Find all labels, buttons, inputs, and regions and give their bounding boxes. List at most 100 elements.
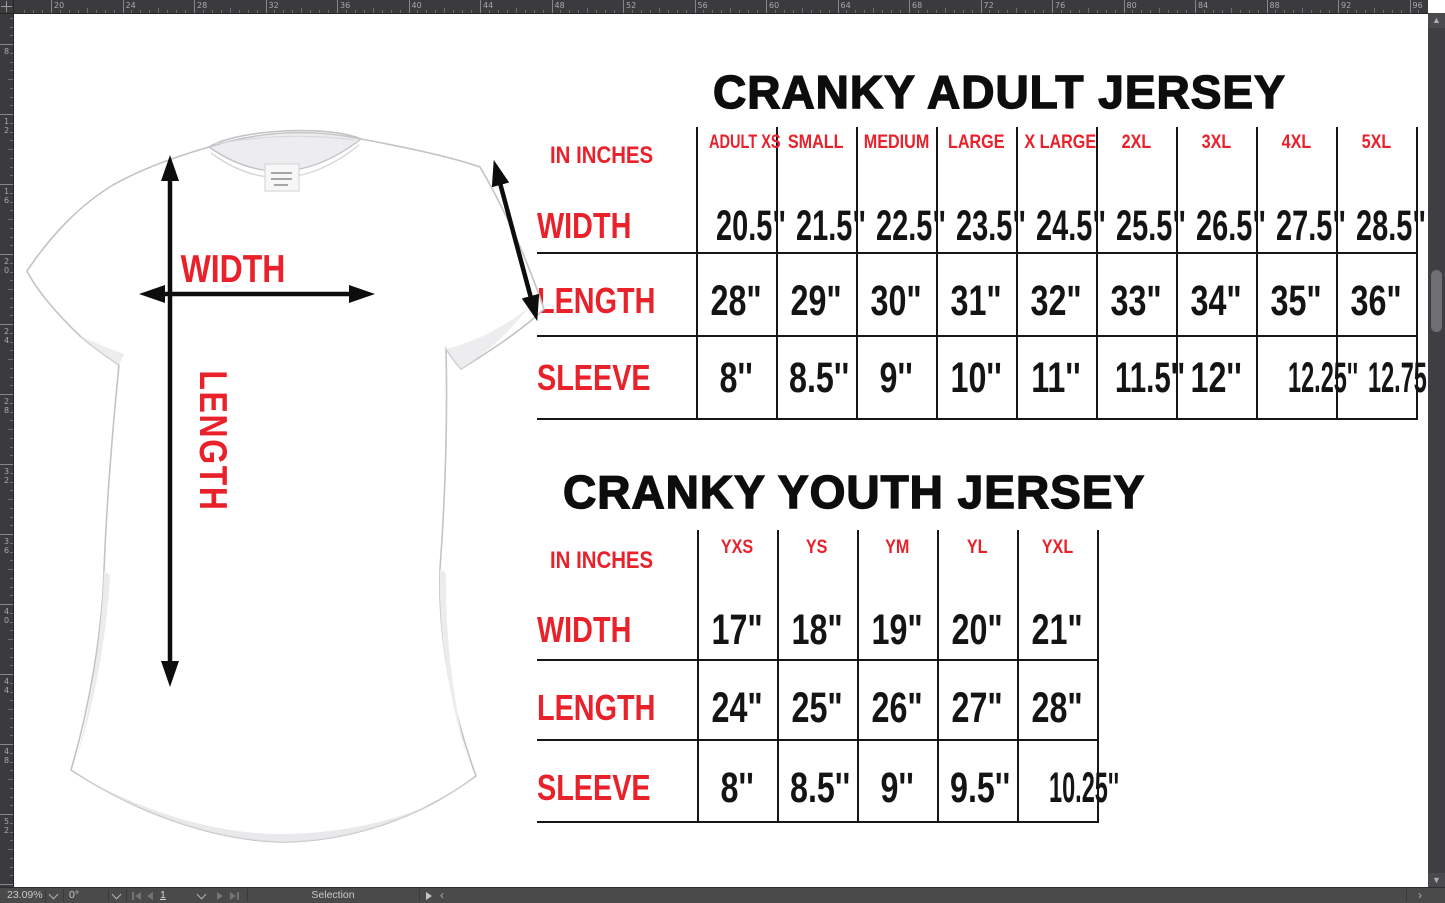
ruler-tick — [0, 604, 13, 605]
adult-column-header: LARGE — [947, 132, 1005, 153]
ruler-tick-label: 3 2 — [3, 467, 10, 485]
ruler-tick — [10, 446, 13, 448]
adult-table-vline — [1256, 127, 1258, 420]
vertical-scrollbar[interactable]: ▲ ▼ — [1428, 13, 1445, 888]
ruler-tick — [372, 8, 374, 13]
ruler-tick — [1373, 8, 1375, 13]
ruler-tick — [220, 10, 222, 13]
rotation-value[interactable]: 0° — [69, 889, 80, 901]
page-dropdown[interactable] — [196, 888, 210, 903]
page-number-field[interactable]: 1 — [160, 889, 166, 901]
ruler-origin-box[interactable] — [0, 0, 14, 14]
youth-table-vline — [1017, 530, 1019, 823]
ruler-tick — [229, 8, 231, 13]
ruler-tick — [989, 10, 991, 13]
scroll-up-button[interactable]: ▲ — [1428, 13, 1445, 28]
ruler-tick — [721, 10, 723, 13]
youth-row-label: SLEEVE — [537, 767, 651, 808]
adult-size-cell: 12.75'' — [1368, 354, 1439, 402]
ruler-tick — [10, 866, 13, 868]
ruler-tick-label: 60 — [769, 1, 780, 10]
ruler-tick — [1168, 10, 1170, 13]
ruler-tick — [1195, 0, 1196, 13]
ruler-tick — [739, 10, 741, 13]
vertical-ruler[interactable]: 8 1 2 1 6 2 0 2 4 2 8 3 2 3 6 4 0 4 4 4 8 5 2 — [0, 13, 14, 888]
ruler-tick — [10, 455, 13, 457]
youth-table-vline — [937, 530, 939, 823]
youth-table-vline — [697, 530, 699, 823]
ruler-tick-label: 8 — [3, 47, 10, 56]
ruler-tick-label: 56 — [697, 1, 708, 10]
first-page-button[interactable] — [132, 888, 144, 903]
ruler-tick — [10, 52, 13, 54]
ruler-tick — [51, 0, 52, 13]
youth-size-cell: 8.5'' — [790, 764, 851, 812]
adult-unit-label: IN INCHES — [550, 142, 654, 169]
ruler-tick — [10, 840, 13, 842]
scrollbar-thumb[interactable] — [1431, 270, 1442, 332]
youth-size-cell: 9.5'' — [950, 764, 1011, 812]
adult-size-cell: 34" — [1190, 277, 1242, 325]
ruler-tick — [792, 10, 794, 13]
youth-table-vline — [777, 530, 779, 823]
adult-table-vline — [776, 127, 778, 420]
adult-size-cell: 33" — [1110, 277, 1162, 325]
youth-unit-label: IN INCHES — [550, 547, 654, 574]
ruler-tick-label: 76 — [1055, 1, 1066, 10]
ruler-tick — [1284, 10, 1286, 13]
scroll-down-button[interactable]: ▼ — [1428, 873, 1445, 888]
ruler-tick — [1159, 8, 1161, 13]
adult-size-cell: 23.5" — [956, 202, 1027, 250]
ruler-tick — [462, 10, 464, 13]
ruler-tick — [10, 271, 13, 273]
ruler-tick — [1257, 10, 1259, 13]
previous-page-button[interactable] — [147, 888, 157, 903]
play-button[interactable] — [426, 888, 436, 903]
ruler-tick — [86, 8, 88, 13]
horizontal-ruler[interactable]: 20 24 28 32 36 40 44 48 52 56 60 64 68 72 76 80 84 88 92 96 — [13, 0, 1428, 14]
status-bar: 23.09% 0° 1 Selection ‹ › — [0, 887, 1445, 903]
ruler-tick-label: 68 — [912, 1, 923, 10]
rotation-dropdown[interactable] — [111, 888, 125, 903]
ruler-tick — [337, 0, 338, 13]
next-page-button[interactable] — [217, 888, 227, 903]
ruler-tick-label: 64 — [840, 1, 851, 10]
ruler-tick — [1087, 8, 1089, 13]
ruler-tick — [68, 10, 70, 13]
ruler-tick — [10, 472, 13, 474]
youth-column-header: YXS — [720, 537, 754, 558]
adult-table-vline — [936, 127, 938, 420]
ruler-tick — [8, 849, 13, 850]
adult-table-vline — [1336, 127, 1338, 420]
ruler-tick — [569, 10, 571, 13]
next-icon — [217, 892, 223, 900]
ruler-tick — [640, 10, 642, 13]
ruler-tick — [238, 10, 240, 13]
ruler-tick — [8, 359, 13, 360]
collapse-left-button[interactable]: ‹ — [440, 888, 444, 902]
adult-column-header: 2XL — [1121, 132, 1151, 153]
adult-jersey-title: CRANKY ADULT JERSEY — [712, 65, 1286, 118]
ruler-tick — [310, 10, 312, 13]
youth-column-header: YL — [966, 537, 988, 558]
ruler-tick — [10, 787, 13, 789]
ruler-tick — [614, 10, 616, 13]
ruler-tick — [10, 17, 13, 19]
ruler-tick — [1320, 10, 1322, 13]
ruler-tick — [0, 114, 13, 115]
ruler-tick — [0, 394, 13, 395]
tshirt-measurement-diagram: WIDTH LENGTH — [26, 129, 545, 843]
ruler-tick — [42, 10, 44, 13]
ruler-tick — [10, 490, 13, 492]
last-page-button[interactable] — [230, 888, 242, 903]
zoom-dropdown[interactable] — [48, 888, 62, 903]
document-canvas[interactable]: WIDTH LENGTH CRANKY ADULT JERSEY CRANKY … — [13, 13, 1439, 888]
ruler-tick — [1391, 10, 1393, 13]
ruler-tick — [488, 10, 490, 13]
ruler-tick — [10, 35, 13, 37]
ruler-tick — [140, 10, 142, 13]
ruler-tick — [917, 10, 919, 13]
youth-jersey-title: CRANKY YOUTH JERSEY — [562, 465, 1146, 518]
expand-right-button[interactable]: › — [1418, 888, 1422, 902]
zoom-level[interactable]: 23.09% — [7, 889, 43, 901]
